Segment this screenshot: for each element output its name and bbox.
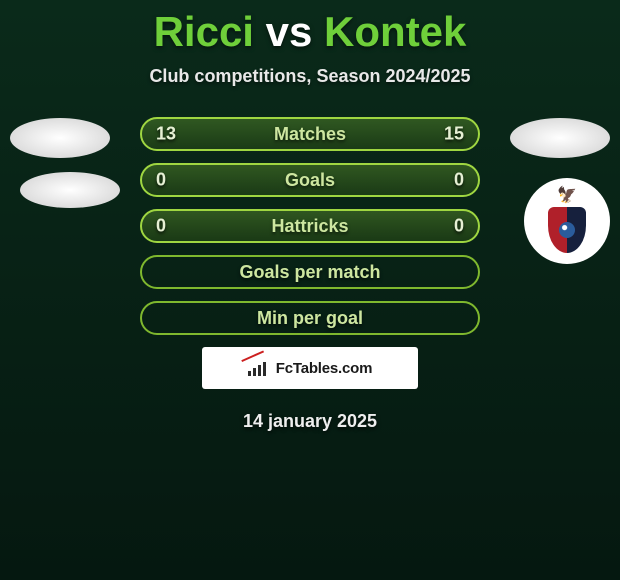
- player1-badge-placeholder-1: [10, 118, 110, 158]
- player2-badge-placeholder-1: [510, 118, 610, 158]
- subtitle: Club competitions, Season 2024/2025: [0, 66, 620, 87]
- player1-name: Ricci: [154, 8, 254, 55]
- stat-right-value: 0: [454, 216, 464, 237]
- stat-row-goals: 0 Goals 0: [140, 163, 480, 197]
- player1-badge-placeholder-2: [20, 172, 120, 208]
- crest-shield-icon: [548, 207, 586, 253]
- stat-left-value: 0: [156, 216, 166, 237]
- stat-label: Hattricks: [271, 216, 348, 237]
- stat-row-hattricks: 0 Hattricks 0: [140, 209, 480, 243]
- crest-ball-icon: [559, 222, 575, 238]
- stat-row-goals-per-match: Goals per match: [140, 255, 480, 289]
- club-crest: 🦅: [524, 178, 610, 264]
- stat-label: Matches: [274, 124, 346, 145]
- stat-left-value: 13: [156, 124, 176, 145]
- page-title: Ricci vs Kontek: [0, 0, 620, 56]
- stat-label: Min per goal: [257, 308, 363, 329]
- stat-right-value: 15: [444, 124, 464, 145]
- brand-text: FcTables.com: [276, 360, 373, 377]
- stat-left-value: 0: [156, 170, 166, 191]
- stat-right-value: 0: [454, 170, 464, 191]
- stat-row-min-per-goal: Min per goal: [140, 301, 480, 335]
- brand-chart-icon: [248, 360, 270, 376]
- player2-name: Kontek: [324, 8, 466, 55]
- stat-label: Goals: [285, 170, 335, 191]
- crest-eagle-icon: 🦅: [557, 185, 577, 205]
- date-text: 14 january 2025: [0, 411, 620, 432]
- stat-label: Goals per match: [239, 262, 380, 283]
- vs-text: vs: [266, 8, 313, 55]
- brand-box[interactable]: FcTables.com: [202, 347, 418, 389]
- stat-row-matches: 13 Matches 15: [140, 117, 480, 151]
